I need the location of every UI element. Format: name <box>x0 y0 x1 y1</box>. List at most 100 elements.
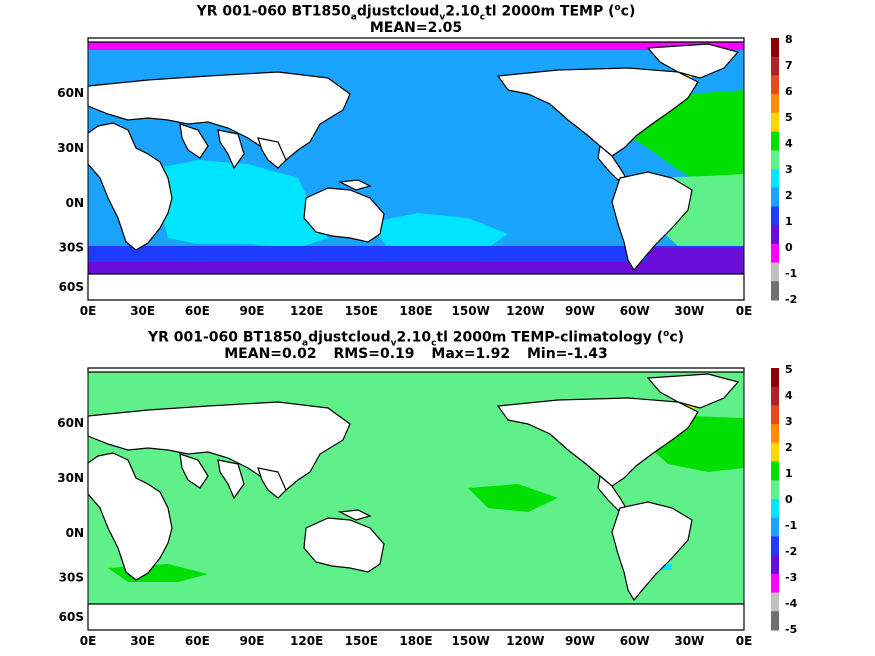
colorbar-swatch <box>771 262 779 282</box>
colorbar-swatch <box>771 225 779 245</box>
panel-2-title: YR 001-060 BT1850adjustcloudv2.10ctl 200… <box>147 329 685 349</box>
lon-tick-label: 0E <box>80 304 97 318</box>
colorbar-swatch <box>771 555 779 575</box>
anomaly-patch-green <box>468 484 558 512</box>
lat-tick-label: 30S <box>59 241 84 255</box>
colorbar-tick-label: 2 <box>785 441 793 454</box>
lat-tick-label: 0N <box>66 526 84 540</box>
colorbar-swatch <box>771 592 779 612</box>
colorbar-tick-label: 5 <box>785 111 793 124</box>
panel-2-max: Max=1.92 <box>431 346 511 362</box>
colorbar-swatch <box>771 405 779 425</box>
colorbar-tick-label: 6 <box>785 85 793 98</box>
colorbar-swatch <box>771 281 779 301</box>
panel-2-min: Min=-1.43 <box>526 346 608 362</box>
colorbar-tick-label: -5 <box>785 623 797 636</box>
colorbar-swatch <box>771 75 779 95</box>
panel-1-mean: MEAN=2.05 <box>369 20 463 36</box>
colorbar-swatch <box>771 56 779 76</box>
colorbar-tick-label: 7 <box>785 59 793 72</box>
colorbar-swatch <box>771 150 779 170</box>
lon-tick-label: 0E <box>736 634 753 648</box>
colorbar-tick-label: 8 <box>785 33 793 46</box>
lon-tick-label: 30W <box>674 634 704 648</box>
colorbar-tick-label: -2 <box>785 545 797 558</box>
colorbar-tick-label: 4 <box>785 137 793 150</box>
colorbar-tick-label: -3 <box>785 571 797 584</box>
lat-tick-label: 0N <box>66 196 84 210</box>
lon-tick-label: 120E <box>290 634 323 648</box>
colorbar-tick-label: 3 <box>785 415 793 428</box>
lon-tick-label: 150E <box>345 304 378 318</box>
southern-ocean-purple <box>88 262 744 274</box>
pacific-cyan <box>368 213 508 250</box>
colorbar-swatch <box>771 536 779 556</box>
colorbar-swatch <box>771 499 779 519</box>
lon-tick-label: 90E <box>240 634 265 648</box>
colorbar-swatch <box>771 573 779 594</box>
axes-layer: 0E 30E 60E 90E 120E 150E 180E 150W 120W 90W 60W 30W… <box>57 33 797 648</box>
lon-tick-label: 120E <box>290 304 323 318</box>
lat-tick-label: 60S <box>59 610 84 624</box>
panel-1-stats: MEAN=2.05 <box>88 20 744 37</box>
lon-tick-label: 60E <box>185 304 210 318</box>
lon-tick-label: 0E <box>80 634 97 648</box>
map-frame <box>87 367 745 631</box>
colorbar-tick-label: -1 <box>785 267 797 280</box>
colorbar-swatch <box>771 243 779 264</box>
lon-tick-label: 120W <box>506 634 544 648</box>
colorbar-tick-label: 4 <box>785 389 793 402</box>
colorbar-tick-label: 1 <box>785 467 793 480</box>
lon-tick-label: 150W <box>452 304 490 318</box>
weddell-purple <box>648 248 744 274</box>
colorbar-swatch <box>771 187 779 207</box>
lon-tick-label: 60E <box>185 634 210 648</box>
lon-tick-label: 150E <box>345 634 378 648</box>
colorbar-tick-label: 2 <box>785 189 793 202</box>
map-panel-1 <box>87 37 745 301</box>
lon-tick-label: 90E <box>240 304 265 318</box>
map-frame <box>87 37 745 301</box>
lat-tick-label: 30S <box>59 571 84 585</box>
lon-tick-label: 0E <box>736 304 753 318</box>
indian-ocean-cyan <box>158 160 328 248</box>
colorbar-swatch <box>771 131 779 151</box>
colorbar-swatch <box>771 442 779 463</box>
panel-2-mean: MEAN=0.02 <box>224 346 317 362</box>
colorbar-tick-label: 3 <box>785 163 793 176</box>
colorbar-swatch <box>771 94 779 114</box>
colorbar-swatch <box>771 206 779 226</box>
colorbar-swatch <box>771 480 779 500</box>
colorbar-swatch <box>771 368 779 388</box>
panel-2-stats: MEAN=0.02 RMS=0.19 Max=1.92 Min=-1.43 <box>88 346 744 363</box>
map-panel-2 <box>87 367 745 631</box>
colorbar-swatch <box>771 386 779 406</box>
lat-tick-label: 30N <box>57 471 84 485</box>
colorbar-tick-label: -4 <box>785 597 798 610</box>
colorbar-tick-label: 5 <box>785 363 793 376</box>
lon-tick-label: 90W <box>565 634 595 648</box>
lon-tick-label: 150W <box>452 634 490 648</box>
lon-tick-label: 30W <box>674 304 704 318</box>
lat-tick-label: 60N <box>57 86 84 100</box>
panel-1-title: YR 001-060 BT1850adjustcloudv2.10ctl 200… <box>196 3 636 23</box>
colorbar-swatch <box>771 517 779 537</box>
lon-tick-label: 60W <box>620 304 650 318</box>
lon-tick-label: 120W <box>506 304 544 318</box>
lon-tick-label: 60W <box>620 634 650 648</box>
colorbar-swatch <box>771 611 779 631</box>
colorbar-tick-label: 0 <box>785 241 793 254</box>
southern-ocean-blue <box>88 246 744 262</box>
lon-tick-label: 180E <box>399 634 432 648</box>
lon-tick-label: 180E <box>399 304 432 318</box>
panel-2-rms: RMS=0.19 <box>333 346 415 362</box>
lat-tick-label: 30N <box>57 141 84 155</box>
colorbar-tick-label: 0 <box>785 493 793 506</box>
lat-tick-label: 60S <box>59 280 84 294</box>
lon-tick-label: 30E <box>130 634 155 648</box>
lon-tick-label: 90W <box>565 304 595 318</box>
colorbar-swatch <box>771 112 779 133</box>
lat-tick-label: 60N <box>57 416 84 430</box>
colorbar-tick-label: 1 <box>785 215 793 228</box>
